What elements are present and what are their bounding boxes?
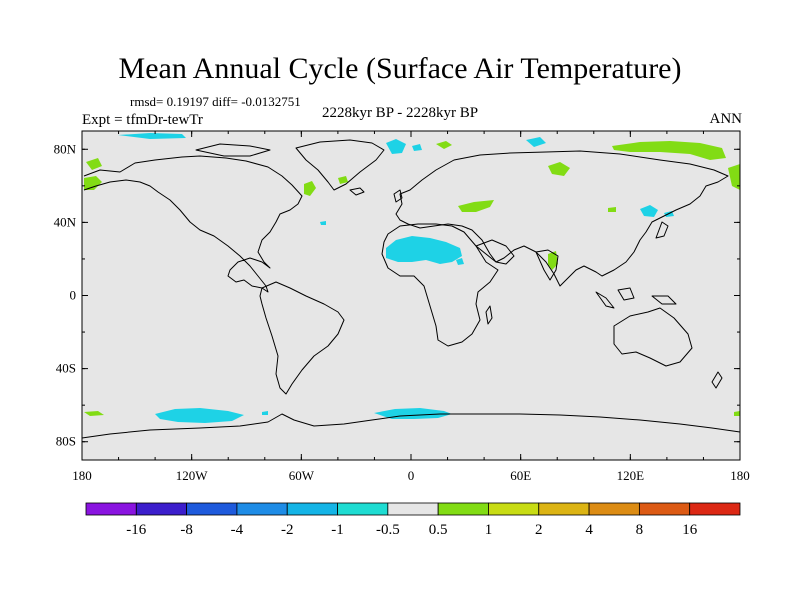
- colorbar-label: 8: [636, 522, 644, 538]
- map-background: [82, 131, 740, 460]
- bering-warming-patch: [728, 164, 740, 190]
- australia-coast: [613, 307, 693, 367]
- colorbar-label: 0.5: [429, 522, 448, 538]
- lat-tick-label: 40S: [56, 361, 76, 376]
- colorbar: -16 -8 -4 -2 -1 -0.5 0.5 1 2 4 8 16: [85, 502, 741, 538]
- antarctica-coast: [81, 413, 741, 439]
- lon-tick-label: 180: [730, 468, 750, 483]
- colorbar-swatch: [135, 502, 188, 516]
- southern-ocean-warming-dot: [734, 411, 740, 416]
- colorbar-label: 4: [585, 522, 593, 538]
- greenland-cooling-patch: [386, 139, 406, 154]
- experiment-label: Expt = tfmDr-tewTr: [82, 112, 203, 128]
- siberia-cooling-patch: [640, 205, 658, 217]
- lon-tick-label: 120W: [176, 468, 209, 483]
- colorbar-swatch: [488, 502, 540, 516]
- colorbar-label: 2: [535, 522, 543, 538]
- greenland-coast: [295, 139, 385, 191]
- india-warming-patch: [548, 251, 558, 270]
- colorbar-swatch: [689, 502, 741, 516]
- arctic-cooling-patch-1: [412, 144, 422, 151]
- new-guinea-coast: [651, 295, 677, 305]
- colorbar-label: -1: [331, 522, 344, 538]
- period-subtitle: 2228kyr BP - 2228kyr BP: [321, 105, 479, 121]
- alaska-warming-patch: [84, 176, 102, 190]
- lon-tick-label: 0: [408, 468, 415, 483]
- atlantic-cooling-patch: [456, 258, 464, 265]
- sahara-cooling-patch: [386, 236, 462, 264]
- season-label: ANN: [709, 111, 743, 127]
- colorbar-label: -0.5: [376, 522, 400, 538]
- new-zealand-coast: [711, 371, 723, 389]
- kara-warming-patch: [548, 162, 570, 176]
- colorbar-label: 16: [682, 522, 698, 538]
- colorbar-label: -4: [231, 522, 244, 538]
- colorbar-swatch: [437, 502, 489, 516]
- japan-coast: [655, 221, 669, 239]
- lon-tick-label: 60E: [510, 468, 531, 483]
- south-america-coast: [259, 281, 345, 395]
- barents-warming-patch: [436, 141, 452, 149]
- colorbar-swatch: [638, 502, 691, 516]
- arctic-cooling-patch-2: [526, 137, 546, 147]
- antarctica-east-cooling-patch: [374, 408, 452, 419]
- borneo-coast: [617, 287, 635, 301]
- lat-tick-label: 80S: [56, 434, 76, 449]
- statistics-label: rmsd= 0.19197 diff= -0.0132751: [130, 94, 301, 109]
- colorbar-swatch: [186, 502, 238, 516]
- ocean-cooling-dot-2: [262, 411, 268, 415]
- colorbar-label: 1: [485, 522, 493, 538]
- colorbar-label: -2: [281, 522, 294, 538]
- southern-ocean-warming-patch: [84, 411, 104, 416]
- sumatra-coast: [595, 291, 615, 309]
- lat-tick-label: 0: [70, 288, 77, 303]
- india-coast: [535, 249, 559, 281]
- africa-coast: [381, 223, 499, 347]
- madagascar-coast: [485, 305, 493, 325]
- colorbar-label: -8: [180, 522, 193, 538]
- arctic-cooling-patch-3: [118, 133, 186, 139]
- longitude-ticks: 180 120W 60W 0 60E 120E 180: [72, 131, 750, 483]
- colorbar-swatch: [236, 502, 288, 516]
- lon-tick-label: 180: [72, 468, 92, 483]
- latitude-ticks: 80N 40N 0 40S 80S: [54, 141, 740, 449]
- arctic-islands-coast: [195, 143, 271, 157]
- colorbar-swatch: [588, 502, 640, 516]
- colorbar-swatch: [538, 502, 590, 516]
- lat-tick-label: 80N: [54, 141, 77, 156]
- lat-tick-label: 40N: [54, 214, 77, 229]
- arabia-coast: [475, 239, 515, 265]
- colorbar-swatch: [85, 502, 137, 516]
- colorbar-swatch: [286, 502, 338, 516]
- anomaly-patches: [84, 133, 740, 423]
- colorbar-swatch: [337, 502, 389, 516]
- iceland-warming-patch: [304, 181, 316, 196]
- colorbar-swatch: [387, 502, 439, 516]
- asia-warming-dot: [608, 207, 616, 212]
- british-isles-coast: [393, 189, 403, 203]
- colorbar-label: -16: [126, 522, 146, 538]
- arctic-warming-band-east: [612, 141, 726, 160]
- eurasia-coast: [395, 150, 729, 287]
- page-title: Mean Annual Cycle (Surface Air Temperatu…: [118, 52, 682, 85]
- lon-tick-label: 120E: [617, 468, 645, 483]
- iceland-coast: [349, 187, 365, 196]
- lon-tick-label: 60W: [289, 468, 315, 483]
- coastlines: [81, 139, 741, 439]
- ocean-cooling-dot-1: [320, 221, 326, 225]
- greenland-sea-warming-patch: [338, 176, 348, 184]
- caspian-warming-patch: [458, 200, 494, 212]
- arctic-warming-band-west: [86, 158, 102, 170]
- antarctica-west-cooling-patch: [155, 408, 244, 423]
- north-america-coast: [83, 155, 303, 293]
